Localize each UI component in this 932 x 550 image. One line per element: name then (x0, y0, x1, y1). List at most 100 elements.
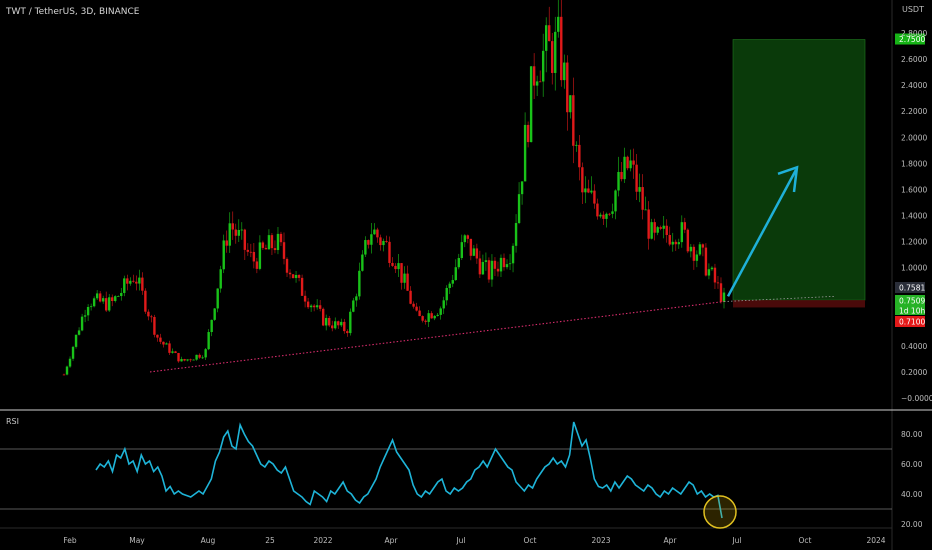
candle-body (674, 241, 677, 245)
candle-body (701, 244, 705, 248)
candle-body (707, 269, 711, 276)
candle-body (436, 314, 439, 316)
candle-body (593, 190, 596, 204)
candle-body (282, 242, 286, 259)
candle-body (626, 156, 629, 169)
candle-body (300, 277, 304, 296)
candle-body (132, 280, 135, 282)
candle-body (74, 334, 78, 347)
candle-body (207, 332, 210, 350)
candle-body (683, 222, 687, 230)
candles-group (62, 0, 726, 376)
candle-body (108, 297, 111, 311)
candle-body (412, 303, 415, 307)
candle-body (617, 171, 620, 191)
candle-body (523, 124, 527, 182)
candle-body (303, 295, 307, 302)
candle-body (575, 144, 578, 146)
candle-body (174, 351, 177, 354)
candle-body (111, 297, 114, 302)
candle-body (225, 240, 228, 246)
candle-body (587, 188, 590, 193)
candle-body (189, 359, 192, 361)
candle-body (572, 95, 575, 146)
candle-body (153, 316, 156, 335)
candle-body (255, 261, 259, 269)
candle-body (171, 351, 174, 353)
time-tick-label: Jul (731, 536, 741, 545)
candle-body (114, 296, 117, 302)
candle-body (548, 25, 551, 42)
stop-zone (733, 300, 865, 308)
candle-body (529, 66, 533, 143)
candle-body (427, 313, 430, 322)
rsi-pane: 80.00 60.00 40.00 20.00 (0, 421, 923, 529)
candle-body (406, 273, 409, 291)
chart-title: TWT / TetherUS, 3D, BINANCE (5, 7, 140, 17)
candle-body (165, 343, 168, 345)
candle-body (719, 283, 723, 302)
candle-body (614, 190, 617, 212)
candle-body (373, 229, 376, 235)
candle-body (328, 317, 331, 326)
target-zone (732, 39, 866, 301)
candle-body (710, 267, 714, 270)
candle-body (599, 214, 602, 217)
rsi-tick-label: 40.00 (901, 490, 923, 499)
candle-body (68, 358, 72, 367)
rsi-label: RSI (6, 417, 19, 426)
candle-body (177, 353, 180, 362)
candle-body (466, 235, 470, 239)
candle-body (680, 222, 684, 243)
price-tick-label: 1.0000 (901, 264, 927, 273)
price-tick-label: 1.4000 (901, 212, 927, 221)
candle-body (315, 305, 319, 308)
candle-body (454, 267, 457, 281)
candle-body (563, 62, 566, 81)
time-tick-label: May (129, 536, 145, 545)
candle-body (334, 321, 337, 329)
candle-body (346, 331, 349, 334)
candle-body (581, 167, 584, 193)
candle-body (463, 235, 467, 243)
candle-body (415, 306, 418, 311)
candle-body (126, 278, 129, 284)
candle-body (665, 225, 668, 235)
price-tick-label: 1.2000 (901, 238, 927, 247)
candle-body (318, 305, 322, 309)
candle-body (430, 313, 433, 319)
candle-body (605, 213, 608, 219)
time-tick-label: Oct (524, 536, 537, 545)
candle-body (653, 222, 656, 233)
candle-body (321, 308, 325, 326)
candle-body (647, 209, 650, 239)
candle-body (505, 264, 509, 268)
candle-body (478, 258, 482, 275)
candle-body (273, 248, 277, 251)
candle-body (355, 296, 358, 301)
candle-body (424, 320, 427, 322)
candle-body (80, 316, 84, 331)
price-label-badge (895, 306, 925, 315)
candle-body (186, 359, 189, 361)
candle-body (409, 290, 412, 304)
candle-body (433, 315, 436, 319)
candle-body (237, 230, 240, 236)
candle-body (231, 223, 234, 230)
candle-body (475, 248, 479, 259)
candle-body (421, 316, 424, 321)
candle-body (285, 258, 289, 273)
time-tick-label: 2023 (591, 536, 610, 545)
candle-body (240, 229, 244, 231)
candle-body (279, 233, 283, 243)
candle-body (403, 273, 406, 283)
price-tick-label: 2.0000 (901, 133, 927, 142)
candle-body (370, 234, 373, 245)
candle-body (324, 317, 328, 326)
candle-body (382, 241, 385, 246)
candle-body (228, 223, 231, 246)
candle-body (394, 265, 397, 270)
candle-body (129, 280, 132, 284)
candle-body (210, 319, 213, 333)
